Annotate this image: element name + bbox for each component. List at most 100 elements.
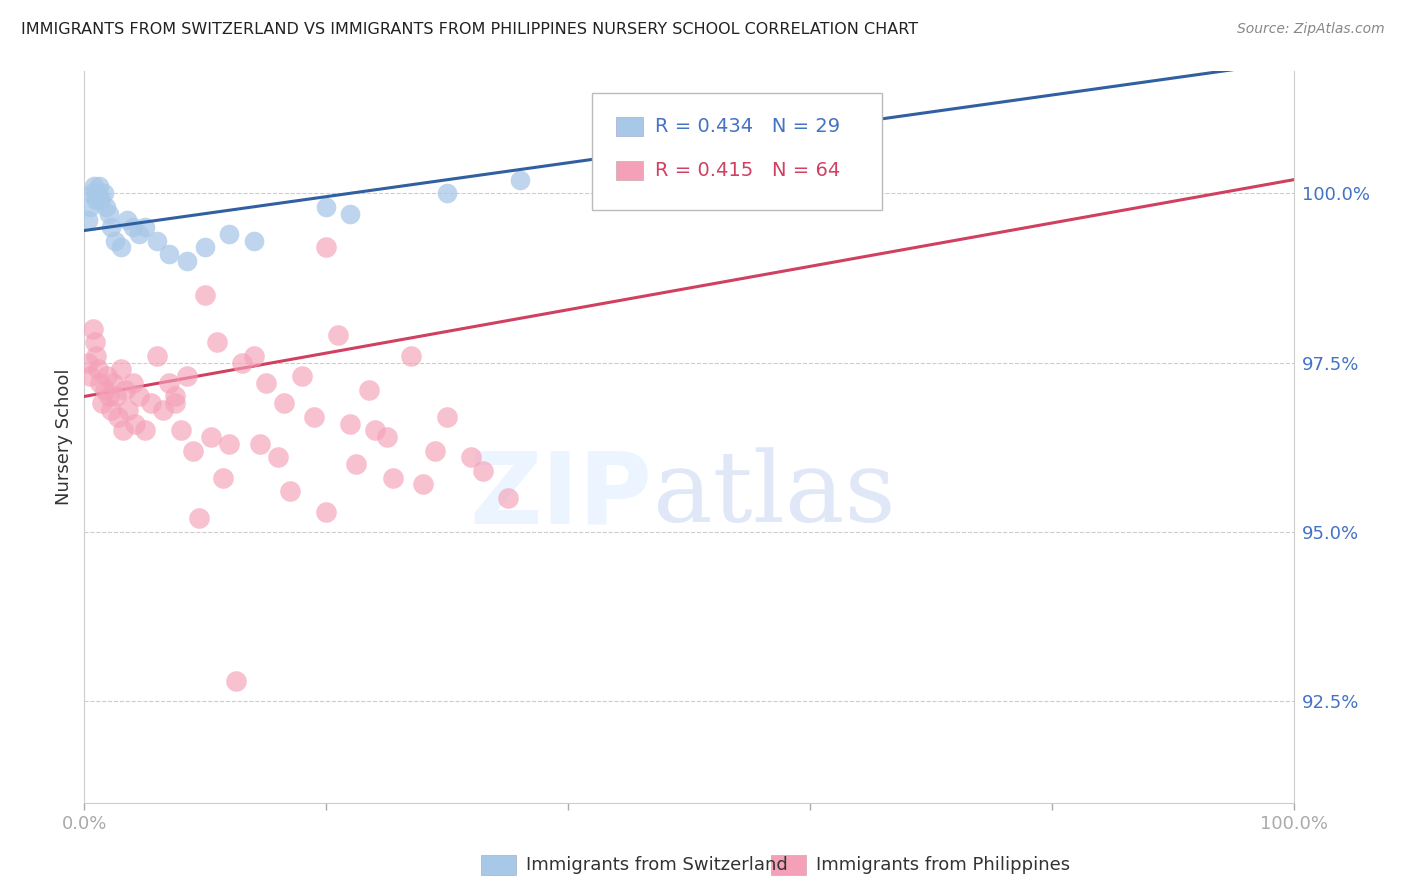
Point	[117, 403, 139, 417]
Text: Immigrants from Switzerland: Immigrants from Switzerland	[526, 856, 787, 874]
Point	[80, 186, 103, 201]
Point	[157, 247, 180, 261]
Point	[460, 450, 482, 465]
Point	[82, 322, 104, 336]
Point	[114, 383, 136, 397]
Point	[225, 673, 247, 688]
Point	[134, 220, 156, 235]
Point	[91, 396, 114, 410]
Point	[315, 505, 337, 519]
Point	[181, 443, 204, 458]
Point	[346, 457, 368, 471]
Point	[112, 423, 135, 437]
Point	[77, 213, 100, 227]
Text: R = 0.415   N = 64: R = 0.415 N = 64	[655, 161, 841, 179]
Point	[242, 234, 264, 248]
Point	[194, 288, 217, 302]
Point	[84, 335, 107, 350]
Point	[315, 240, 337, 254]
Point	[90, 193, 112, 207]
Point	[472, 464, 495, 478]
FancyBboxPatch shape	[770, 855, 806, 875]
Point	[165, 396, 187, 410]
Point	[315, 200, 337, 214]
Point	[152, 403, 174, 417]
Point	[399, 349, 422, 363]
Point	[194, 240, 217, 254]
Point	[188, 511, 211, 525]
Point	[103, 376, 125, 390]
Point	[212, 471, 235, 485]
Point	[170, 423, 193, 437]
Text: atlas: atlas	[652, 448, 896, 543]
Point	[86, 362, 108, 376]
Point	[87, 179, 110, 194]
Point	[267, 450, 290, 465]
Point	[339, 417, 361, 431]
Point	[77, 355, 100, 369]
Point	[436, 186, 458, 201]
Point	[496, 491, 519, 505]
FancyBboxPatch shape	[616, 161, 643, 179]
Point	[97, 206, 120, 220]
Point	[83, 179, 105, 194]
Point	[357, 383, 380, 397]
Point	[89, 376, 111, 390]
Point	[110, 362, 132, 376]
Point	[375, 430, 398, 444]
FancyBboxPatch shape	[481, 855, 516, 875]
Point	[509, 172, 531, 186]
Point	[124, 417, 146, 431]
Point	[423, 443, 446, 458]
Point	[381, 471, 404, 485]
Point	[93, 186, 115, 201]
Point	[110, 240, 132, 254]
Point	[176, 254, 198, 268]
Text: IMMIGRANTS FROM SWITZERLAND VS IMMIGRANTS FROM PHILIPPINES NURSERY SCHOOL CORREL: IMMIGRANTS FROM SWITZERLAND VS IMMIGRANT…	[21, 22, 918, 37]
Point	[363, 423, 385, 437]
Point	[94, 200, 117, 214]
Point	[218, 227, 240, 241]
Point	[96, 369, 118, 384]
Point	[176, 369, 198, 384]
Text: Immigrants from Philippines: Immigrants from Philippines	[815, 856, 1070, 874]
Point	[134, 423, 156, 437]
Point	[157, 376, 180, 390]
Point	[100, 220, 122, 235]
Point	[86, 349, 108, 363]
Text: Source: ZipAtlas.com: Source: ZipAtlas.com	[1237, 22, 1385, 37]
Point	[328, 328, 350, 343]
Point	[139, 396, 162, 410]
Point	[291, 369, 314, 384]
Point	[115, 213, 138, 227]
Point	[218, 437, 240, 451]
Point	[107, 409, 129, 424]
Point	[128, 389, 150, 403]
Point	[128, 227, 150, 241]
Point	[146, 349, 169, 363]
Point	[242, 349, 264, 363]
Point	[200, 430, 222, 444]
Point	[121, 376, 143, 390]
Text: R = 0.434   N = 29: R = 0.434 N = 29	[655, 117, 841, 136]
Y-axis label: Nursery School: Nursery School	[55, 368, 73, 506]
Point	[86, 193, 108, 207]
Point	[273, 396, 295, 410]
FancyBboxPatch shape	[592, 94, 883, 211]
Point	[302, 409, 325, 424]
Point	[207, 335, 229, 350]
FancyBboxPatch shape	[616, 117, 643, 136]
Point	[86, 186, 108, 201]
Point	[165, 389, 187, 403]
Point	[79, 200, 101, 214]
Point	[412, 477, 434, 491]
Point	[278, 484, 301, 499]
Point	[339, 206, 361, 220]
Point	[104, 389, 127, 403]
Point	[249, 437, 271, 451]
Point	[94, 383, 117, 397]
Point	[100, 403, 122, 417]
Point	[231, 355, 253, 369]
Point	[84, 186, 107, 201]
Text: ZIP: ZIP	[470, 447, 652, 544]
